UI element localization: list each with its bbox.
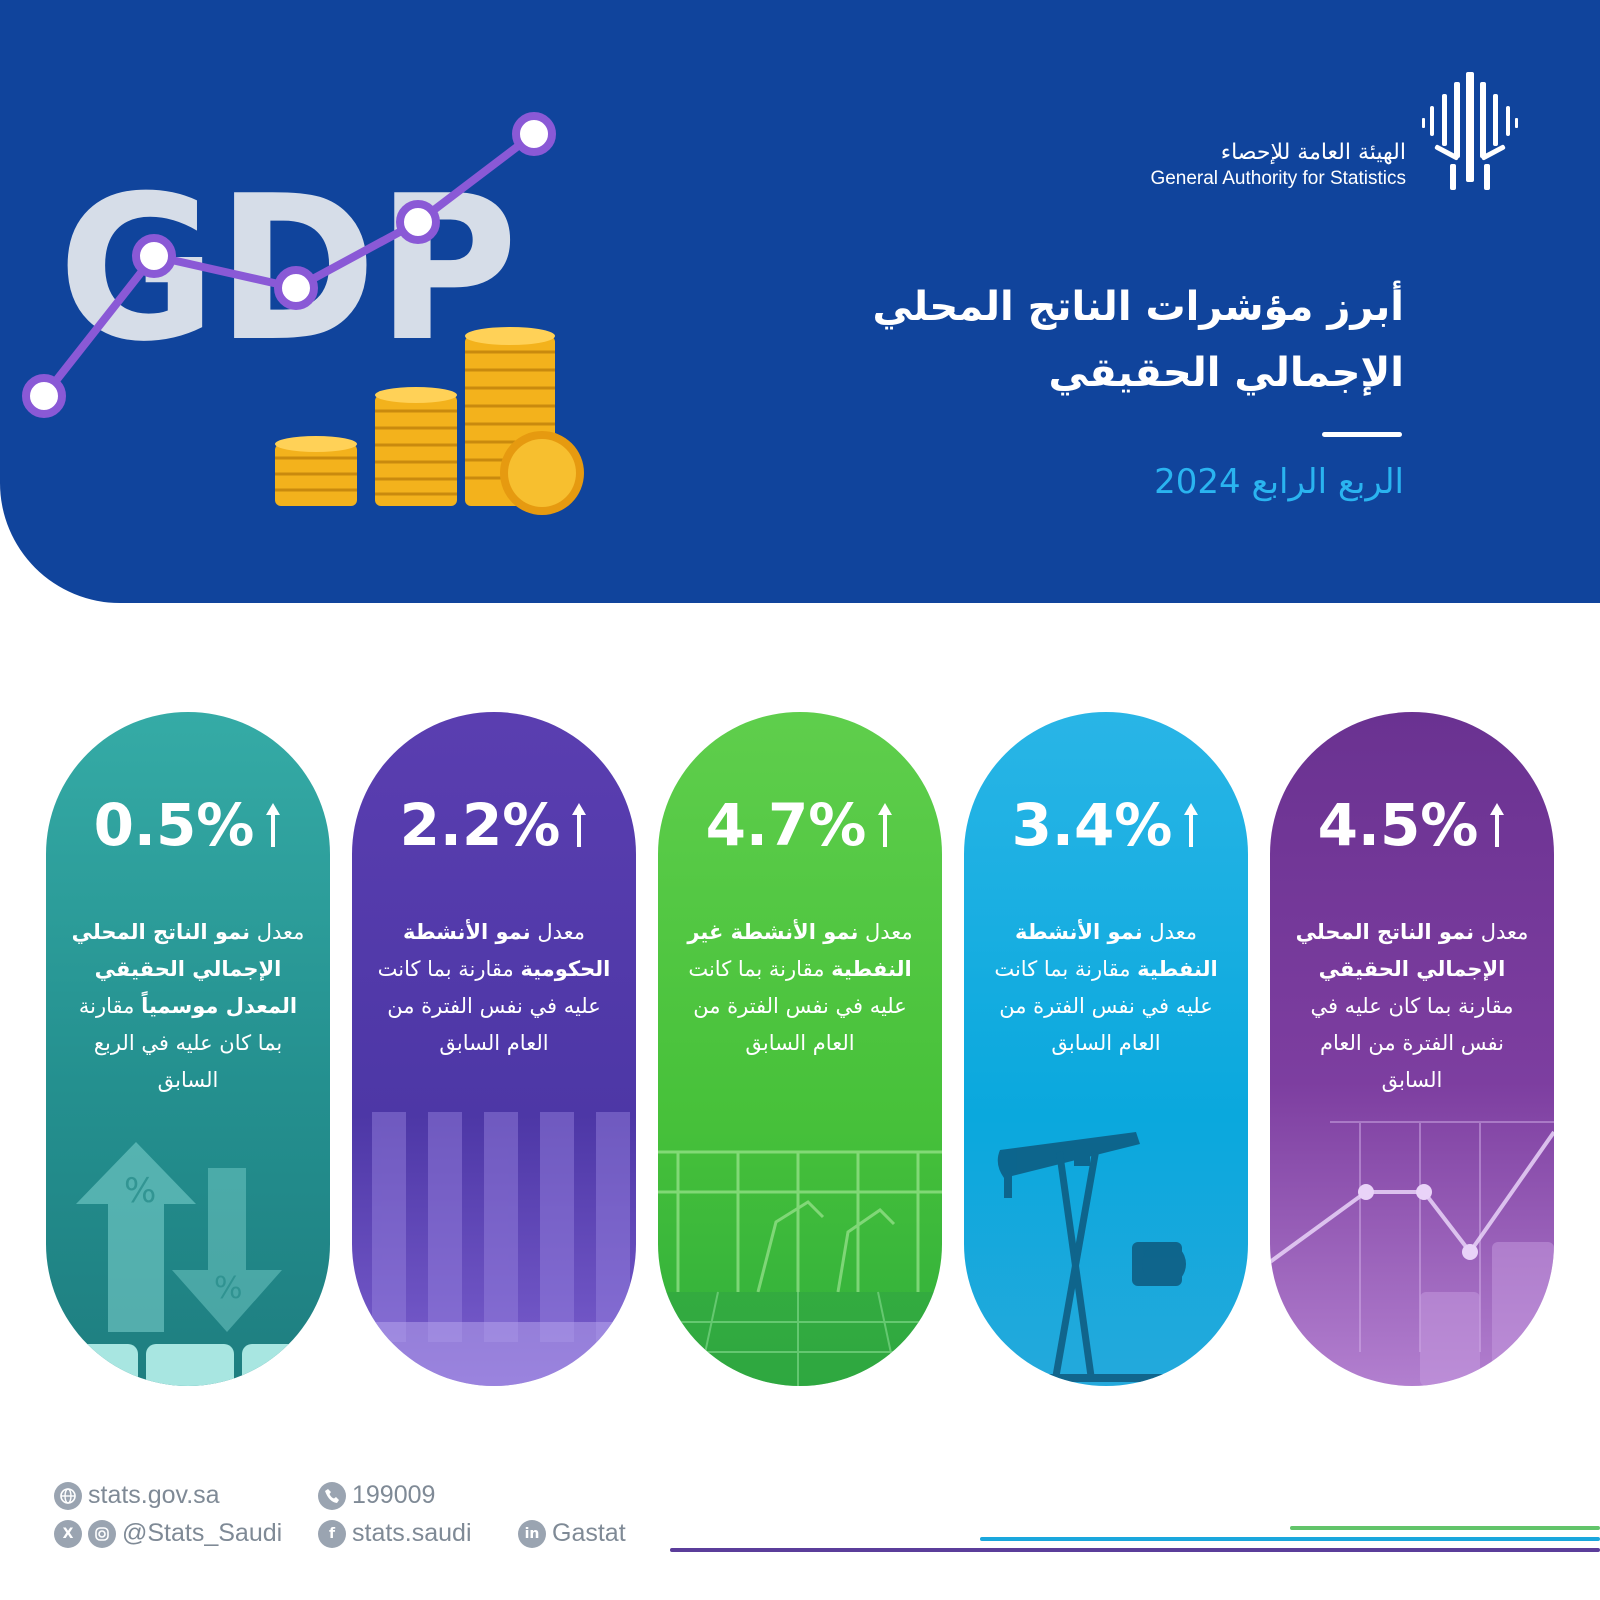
website-text: stats.gov.sa [88,1481,220,1509]
oil-pump-jack-icon [997,1132,1204,1382]
coin-stacks-icon [275,327,584,515]
desc-suffix: مقارنة بما كانت عليه في نفس الفترة من ال… [994,957,1213,1055]
footer-line-green [1290,1526,1600,1530]
growth-value: 3.4% [964,790,1248,860]
growth-value: 4.5% [1270,790,1554,860]
footer-line-purple [670,1548,1600,1552]
desc-suffix: مقارنة بما كان عليه في نفس الفترة من الع… [1310,994,1514,1092]
footer-line-blue [980,1537,1600,1541]
arrow-up-icon [1490,803,1505,847]
growth-value-text: 3.4% [1011,791,1173,859]
growth-value: 2.2% [352,790,636,860]
title-divider [1322,432,1402,437]
growth-value-text: 4.7% [705,791,867,859]
desc-highlight: نمو الأنشطة الحكومية [402,920,611,981]
facebook-text: stats.saudi [352,1519,472,1547]
desc-suffix: مقارنة بما كانت عليه في نفس الفترة من ال… [377,957,601,1055]
indicator-description: معدل نمو الناتج المحلي الإجمالي الحقيقي … [1288,914,1536,1099]
org-name-arabic: الهيئة العامة للإحصاء [1220,140,1406,165]
gdp-growth-illustration: GDP [22,112,584,515]
columns-icon [352,1112,636,1386]
social-handle-text: @Stats_Saudi [122,1519,283,1547]
facebook-icon: f [318,1519,346,1548]
percentage-arrows-gdp-blocks-icon: % % [50,1142,330,1386]
arrow-up-icon [572,803,587,847]
indicator-card-real-gdp: 4.5% معدل نمو الناتج المحلي الإجمالي الح… [1270,712,1554,1386]
header-banner: GDP [0,0,1600,603]
linkedin-icon: in [518,1519,546,1548]
org-name-english: General Authority for Statistics [1150,168,1406,189]
linkedin-text: Gastat [552,1519,626,1547]
growth-chart-coins-icon [1270,1121,1554,1386]
desc-suffix: مقارنة بما كان عليه في الربع السابق [78,994,283,1092]
indicator-description: معدل نمو الأنشطة غير النفطية مقارنة بما … [676,914,924,1062]
page-title-line2: الإجمالي الحقيقي [1048,350,1404,396]
svg-text:%: % [124,1171,156,1211]
desc-highlight: نمو الأنشطة النفطية [1014,920,1218,981]
facebook-link[interactable]: f stats.saudi [318,1519,472,1548]
indicator-card-oil-activities: 3.4% معدل نمو الأنشطة النفطية مقارنة بما… [964,712,1248,1386]
trend-line-icon [22,112,556,418]
phone-text: 199009 [352,1481,436,1509]
phone-link[interactable]: 199009 [318,1481,435,1510]
indicator-description: معدل نمو الناتج المحلي الإجمالي الحقيقي … [64,914,312,1099]
linkedin-link[interactable]: in Gastat [518,1519,626,1548]
factory-robot-arms-icon [658,1150,942,1386]
indicator-description: معدل نمو الأنشطة النفطية مقارنة بما كانت… [982,914,1230,1062]
desc-prefix: معدل [1474,920,1529,944]
website-link[interactable]: stats.gov.sa [54,1481,220,1510]
desc-suffix: مقارنة بما كانت عليه في نفس الفترة من ال… [688,957,907,1055]
growth-value-text: 2.2% [399,791,561,859]
arrow-up-icon [266,803,281,847]
desc-highlight: نمو الناتج المحلي الإجمالي الحقيقي المعد… [71,920,298,1018]
indicator-description: معدل نمو الأنشطة الحكومية مقارنة بما كان… [370,914,618,1062]
gastat-logo-icon [1422,72,1518,190]
desc-prefix: معدل [250,920,305,944]
desc-highlight: نمو الأنشطة غير النفطية [687,920,912,981]
growth-value-text: 4.5% [1317,791,1479,859]
desc-highlight: نمو الناتج المحلي الإجمالي الحقيقي [1295,920,1506,981]
indicator-card-non-oil-activities: 4.7% معدل نمو الأنشطة غير النفطية مقارنة… [658,712,942,1386]
social-handle-link[interactable]: X @Stats_Saudi [54,1519,282,1548]
growth-value: 0.5% [46,790,330,860]
period-label: الربع الرابع 2024 [1154,462,1404,502]
arrow-up-icon [878,803,893,847]
instagram-icon [88,1519,116,1548]
page-title-line1: أبرز مؤشرات الناتج المحلي [872,284,1404,330]
desc-prefix: معدل [1142,920,1198,944]
x-icon: X [54,1519,82,1548]
indicator-card-government-activities: 2.2% معدل نمو الأنشطة الحكومية مقارنة بم… [352,712,636,1386]
arrow-up-icon [1184,803,1199,847]
globe-icon [54,1481,82,1510]
desc-prefix: معدل [858,920,913,944]
growth-value-text: 0.5% [93,791,255,859]
indicator-card-seasonal-gdp: % % 0.5% معدل نمو الناتج المحلي الإجمالي… [46,712,330,1386]
phone-icon [318,1481,346,1510]
growth-value: 4.7% [658,790,942,860]
svg-text:%: % [214,1271,243,1306]
desc-prefix: معدل [530,920,586,944]
